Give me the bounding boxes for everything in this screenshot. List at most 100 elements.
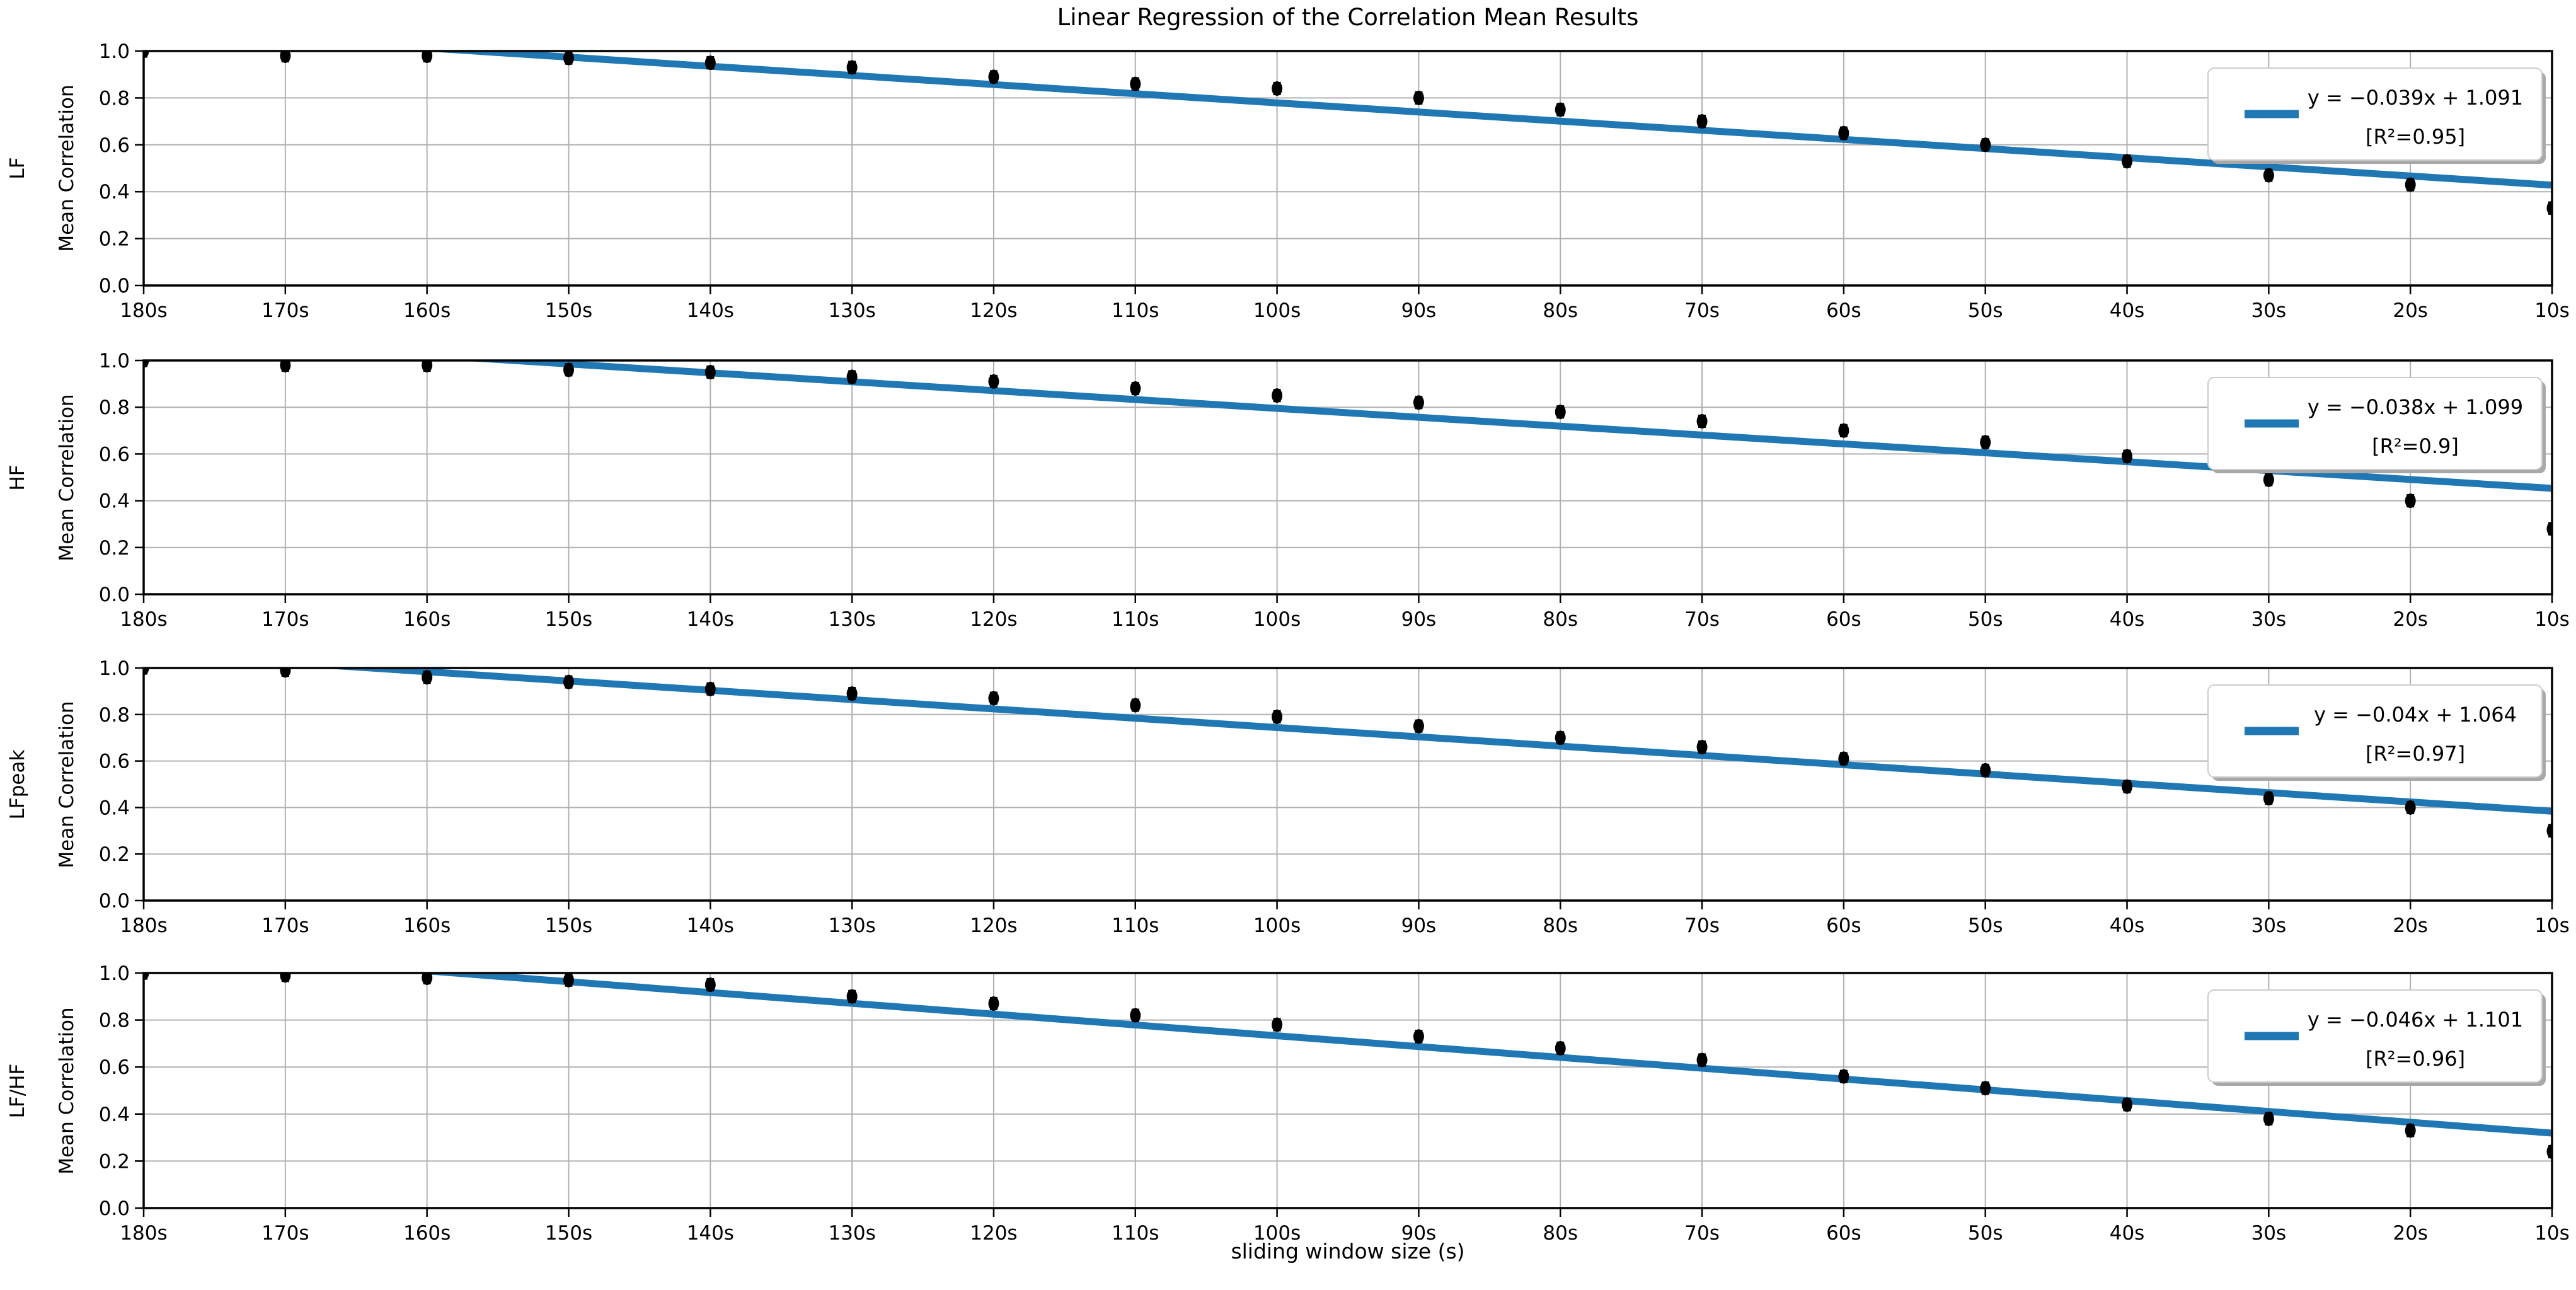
y-tick-labels: 1.0 0.8 0.6 0.4 0.2 0.0: [99, 657, 130, 913]
y-tick-label: 0.6: [99, 1056, 130, 1079]
y-tick-label: 0.0: [99, 275, 130, 297]
y-tick-label: 0.2: [99, 228, 130, 251]
data-point: [846, 989, 858, 1004]
ticks: [135, 50, 2553, 294]
x-tick-label: 180s: [120, 299, 167, 322]
x-tick-label: 70s: [1684, 299, 1720, 322]
data-point: [1838, 751, 1849, 766]
data-point: [563, 51, 574, 66]
y-tick-label: 0.0: [99, 1197, 130, 1220]
data-point: [563, 362, 574, 377]
data-point: [1980, 763, 1991, 778]
x-tick-labels: 180s 170s 160s 150s 140s 130s 120s 110s 100s 90s 8…: [120, 914, 2569, 937]
x-tick-labels: 180s 170s 160s 150s 140s 130s 120s 110s 100s 90s 8…: [120, 299, 2569, 322]
data-point: [2122, 1097, 2133, 1112]
x-tick-label: 100s: [1253, 914, 1301, 937]
data-point: [846, 60, 858, 75]
data-point: [1555, 102, 1566, 117]
data-point: [563, 674, 574, 689]
legend-r-squared: [R²=0.97]: [2366, 742, 2465, 766]
x-tick-label: 10s: [2534, 1222, 2570, 1245]
x-tick-label: 140s: [687, 299, 734, 322]
x-tick-label: 150s: [545, 608, 592, 631]
x-tick-label: 20s: [2393, 1222, 2428, 1245]
data-point: [1272, 81, 1283, 96]
x-tick-label: 20s: [2393, 299, 2428, 322]
row-label-lfpeak: LFpeak: [6, 749, 29, 820]
x-tick-label: 120s: [970, 914, 1017, 937]
x-tick-label: 140s: [687, 1222, 734, 1245]
data-point: [988, 996, 999, 1011]
legend-r-squared: [R²=0.96]: [2366, 1047, 2465, 1071]
x-tick-label: 60s: [1826, 608, 1861, 631]
y-tick-label: 0.8: [99, 87, 130, 110]
ticks: [135, 359, 2553, 603]
x-tick-label: 70s: [1684, 608, 1720, 631]
x-tick-label: 180s: [120, 608, 167, 631]
data-point: [1555, 730, 1566, 746]
x-tick-label: 10s: [2534, 299, 2570, 322]
y-tick-label: 0.8: [99, 704, 130, 727]
data-point: [1838, 125, 1849, 141]
data-point: [1696, 413, 1708, 429]
data-point: [1980, 137, 1991, 153]
x-tick-label: 120s: [970, 608, 1017, 631]
data-point: [1838, 423, 1849, 438]
x-tick-label: 100s: [1253, 1222, 1301, 1245]
data-point: [144, 360, 149, 368]
x-tick-label: 50s: [1968, 608, 2003, 631]
subplot-LF-HF: 180s 170s 160s 150s 140s 130s 120s 110s 100s 90s 8…: [99, 962, 2570, 1245]
y-tick-label: 0.8: [99, 396, 130, 419]
x-tick-label: 130s: [828, 1222, 875, 1245]
chart-title: Linear Regression of the Correlation Mea…: [1057, 4, 1639, 31]
data-point: [144, 668, 149, 676]
x-tick-label: 110s: [1112, 608, 1159, 631]
data-point: [2546, 521, 2552, 536]
x-tick-label: 30s: [2251, 608, 2287, 631]
x-tick-label: 60s: [1826, 299, 1861, 322]
data-point: [704, 55, 716, 71]
y-tick-label: 1.0: [99, 657, 130, 680]
regression-line: [457, 360, 2552, 492]
row-label-lf: LF: [6, 157, 29, 180]
data-point: [2263, 1111, 2274, 1126]
y-tick-labels: 1.0 0.8 0.6 0.4 0.2 0.0: [99, 350, 130, 606]
data-point: [2122, 449, 2133, 464]
ylabel-hf: Mean Correlation: [55, 394, 78, 561]
legend-r-squared: [R²=0.95]: [2366, 125, 2465, 149]
grid: [143, 360, 2553, 595]
x-tick-label: 50s: [1968, 914, 2003, 937]
ylabel-lfhf: Mean Correlation: [55, 1007, 78, 1175]
data-point: [1413, 718, 1424, 734]
regression-line: [409, 973, 2552, 1137]
axes-frame: [142, 50, 2553, 287]
subplot-LFpeak: 180s 170s 160s 150s 140s 130s 120s 110s 100s 90s 8…: [99, 657, 2570, 937]
data-point: [280, 668, 291, 678]
data-point: [144, 51, 149, 59]
x-tick-label: 10s: [2534, 914, 2570, 937]
ticks: [135, 972, 2553, 1217]
data-point: [988, 69, 999, 84]
data-point: [1130, 1008, 1141, 1023]
legend-equation: y = −0.039x + 1.091: [2308, 86, 2523, 110]
x-tick-label: 30s: [2251, 299, 2287, 322]
axes-frame: [142, 667, 2553, 902]
grid: [143, 50, 2553, 286]
data-point: [280, 973, 291, 983]
axes-frame: [142, 972, 2553, 1209]
regression-line: [317, 668, 2552, 815]
legend-r-squared: [R²=0.9]: [2372, 434, 2459, 458]
x-tick-label: 90s: [1401, 608, 1437, 631]
x-tick-label: 160s: [403, 608, 451, 631]
legend: y = −0.04x + 1.064 [R²=0.97]: [2207, 684, 2546, 781]
x-tick-label: 50s: [1968, 299, 2003, 322]
x-tick-label: 90s: [1401, 299, 1437, 322]
data-point: [846, 369, 858, 384]
x-tick-label: 170s: [262, 914, 309, 937]
x-tick-labels: 180s 170s 160s 150s 140s 130s 120s 110s 100s 90s 8…: [120, 608, 2569, 631]
grid: [143, 972, 2553, 1209]
data-point: [2546, 823, 2552, 838]
legend-equation: y = −0.046x + 1.101: [2308, 1008, 2523, 1032]
x-tick-label: 10s: [2534, 608, 2570, 631]
subplot-HF: 180s 170s 160s 150s 140s 130s 120s 110s 100s 90s 8…: [99, 350, 2570, 631]
